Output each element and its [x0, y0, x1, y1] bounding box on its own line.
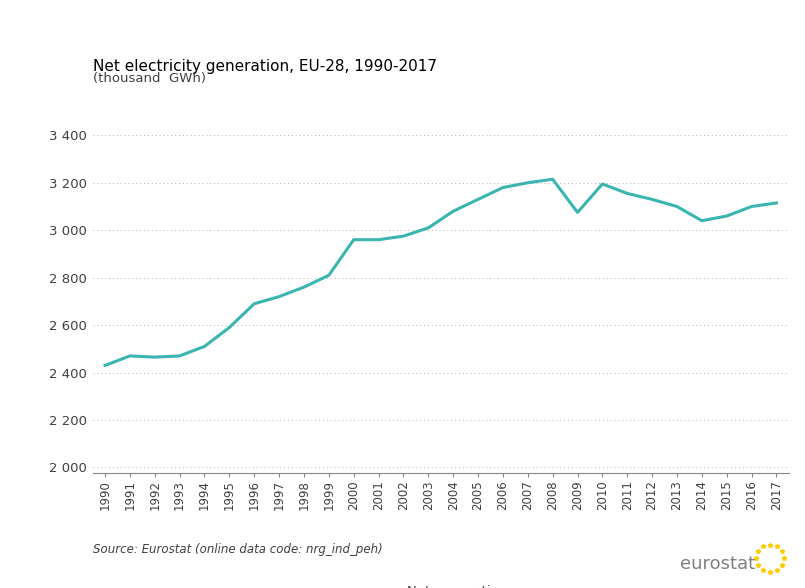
Text: Net electricity generation, EU-28, 1990-2017: Net electricity generation, EU-28, 1990-… [93, 58, 436, 74]
Legend: Net generation: Net generation [374, 585, 507, 588]
Text: (thousand  GWh): (thousand GWh) [93, 72, 205, 85]
Text: eurostat: eurostat [680, 555, 755, 573]
Text: Source: Eurostat (online data code: nrg_ind_peh): Source: Eurostat (online data code: nrg_… [93, 543, 382, 556]
